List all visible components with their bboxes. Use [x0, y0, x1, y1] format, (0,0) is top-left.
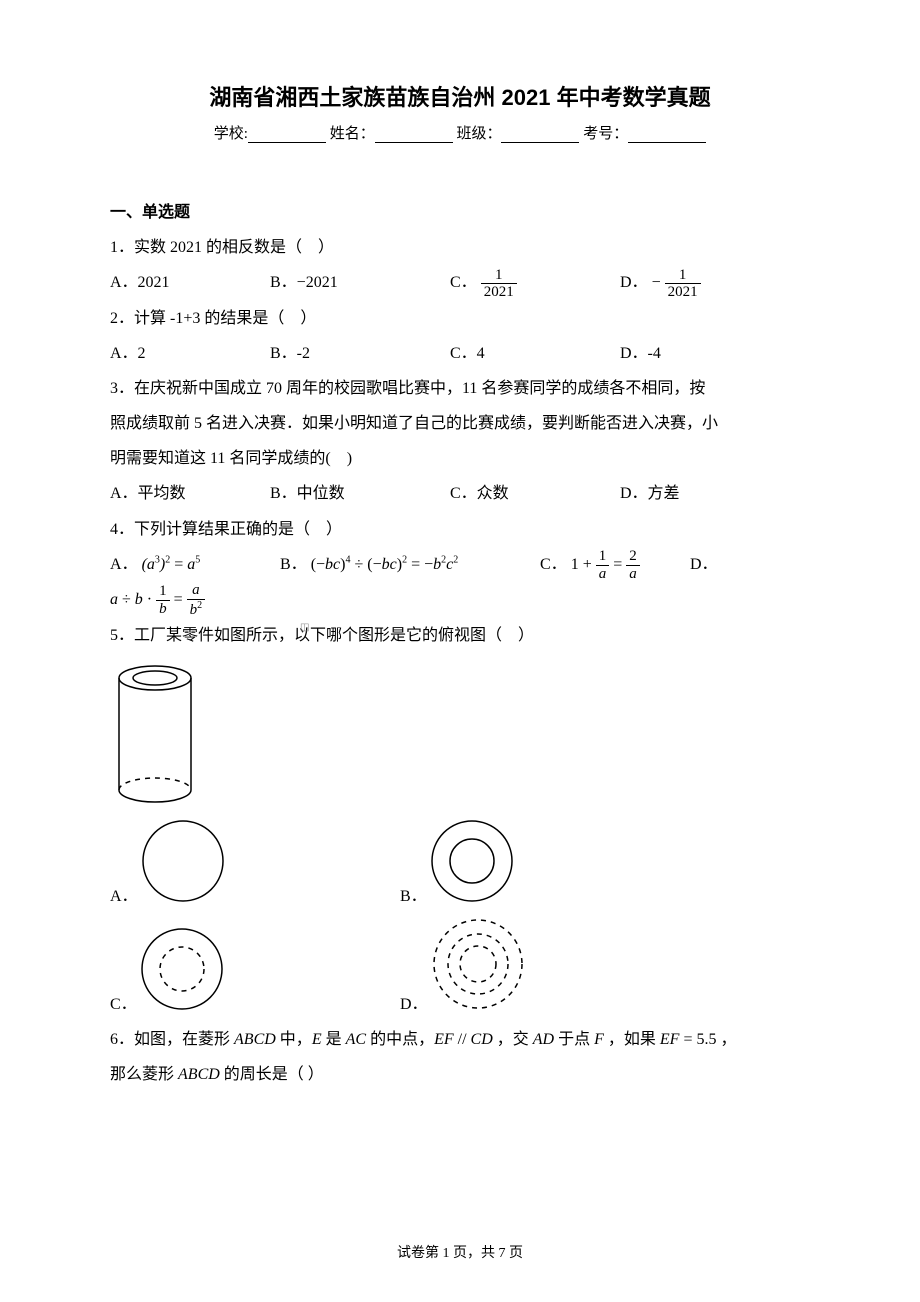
q2-options: A．2 B．-2 C．4 D．-4: [110, 336, 810, 371]
school-label: 学校:: [214, 126, 248, 142]
q5-a-label: A．: [110, 882, 138, 906]
section-1-title: 一、单选题: [110, 198, 810, 222]
q5-opt-a: A．: [110, 816, 400, 906]
q1-stem: 1．实数 2021 的相反数是（ ）: [110, 230, 810, 265]
school-blank[interactable]: [248, 126, 326, 143]
q5-d-icon: [428, 914, 528, 1014]
q1-options: A．2021 B．−2021 C． 12021 D． − 12021: [110, 265, 810, 300]
q3-opt-b: B．中位数: [270, 476, 450, 511]
page-footer: 试卷第 1 页，共 7 页: [110, 1242, 810, 1262]
q6-line1: 6．如图，在菱形 ABCD 中，E 是 AC 的中点，EF // CD ，交 A…: [110, 1022, 810, 1057]
watermark-icon: ◫: [300, 622, 309, 633]
q1-d-prefix: D．: [620, 274, 648, 291]
q4-opt-b: B． (−bc)4 ÷ (−bc)2 = −b2c2: [280, 547, 540, 582]
info-line: 学校: 姓名： 班级： 考号：: [110, 122, 810, 143]
q3-options: A．平均数 B．中位数 C．众数 D．方差: [110, 476, 810, 511]
name-blank[interactable]: [375, 126, 453, 143]
q3-opt-a: A．平均数: [110, 476, 270, 511]
q5-b-icon: [427, 816, 517, 906]
q3-line1: 3．在庆祝新中国成立 70 周年的校园歌唱比赛中，11 名参赛同学的成绩各不相同…: [110, 371, 810, 406]
q4-opt-d-content: a ÷ b · 1b = ab2: [110, 582, 810, 618]
class-blank[interactable]: [501, 126, 579, 143]
q5-opt-c: C．: [110, 924, 400, 1014]
q2-stem: 2．计算 -1+3 的结果是（ ）: [110, 301, 810, 336]
class-label: 班级：: [456, 126, 501, 142]
q4-opt-d-label: D．: [690, 547, 718, 582]
q2-opt-b: B．-2: [270, 336, 450, 371]
q1-d-minus: −: [652, 274, 661, 291]
q5-b-label: B．: [400, 882, 427, 906]
q5-row-cd: C． D．: [110, 914, 810, 1014]
q1-opt-b: B．−2021: [270, 265, 450, 300]
q5-row-ab: A． B．: [110, 816, 810, 906]
q1-d-fraction: 12021: [665, 267, 701, 301]
q5-opt-d: D．: [400, 914, 528, 1014]
q2-opt-d: D．-4: [620, 336, 661, 371]
examno-label: 考号：: [583, 126, 628, 142]
q3-opt-c: C．众数: [450, 476, 620, 511]
q4-opt-a: A． (a3)2 = a5: [110, 547, 280, 582]
q5-figure-cylinder: [110, 660, 810, 810]
q1-c-prefix: C．: [450, 274, 477, 291]
q5-opt-b: B．: [400, 816, 517, 906]
cylinder-icon: [110, 660, 200, 810]
examno-blank[interactable]: [628, 126, 706, 143]
q6-line2: 那么菱形 ABCD 的周长是（ ）: [110, 1057, 810, 1092]
q4-stem: 4．下列计算结果正确的是（ ）: [110, 512, 810, 547]
q3-line3: 明需要知道这 11 名同学成绩的( ): [110, 441, 810, 476]
q1-opt-c: C． 12021: [450, 265, 620, 300]
q5-c-icon: [137, 924, 227, 1014]
q5-stem: 5．工厂某零件如图所示，以下哪个图形是它的俯视图（ ）: [110, 618, 810, 653]
q5-d-label: D．: [400, 990, 428, 1014]
exam-title: 湖南省湘西土家族苗族自治州 2021 年中考数学真题: [110, 80, 810, 112]
q2-opt-a: A．2: [110, 336, 270, 371]
q3-line2: 照成绩取前 5 名进入决赛．如果小明知道了自己的比赛成绩，要判断能否进入决赛，小: [110, 406, 810, 441]
q4-options: A． (a3)2 = a5 B． (−bc)4 ÷ (−bc)2 = −b2c2…: [110, 547, 810, 582]
q5-a-icon: [138, 816, 228, 906]
q4-opt-c: C． 1 + 1a = 2a: [540, 547, 690, 582]
q1-opt-d: D． − 12021: [620, 265, 701, 300]
q5-c-label: C．: [110, 990, 137, 1014]
q2-opt-c: C．4: [450, 336, 620, 371]
q1-opt-a: A．2021: [110, 265, 270, 300]
name-label: 姓名：: [330, 126, 375, 142]
q3-opt-d: D．方差: [620, 476, 680, 511]
q1-c-fraction: 12021: [481, 267, 517, 301]
